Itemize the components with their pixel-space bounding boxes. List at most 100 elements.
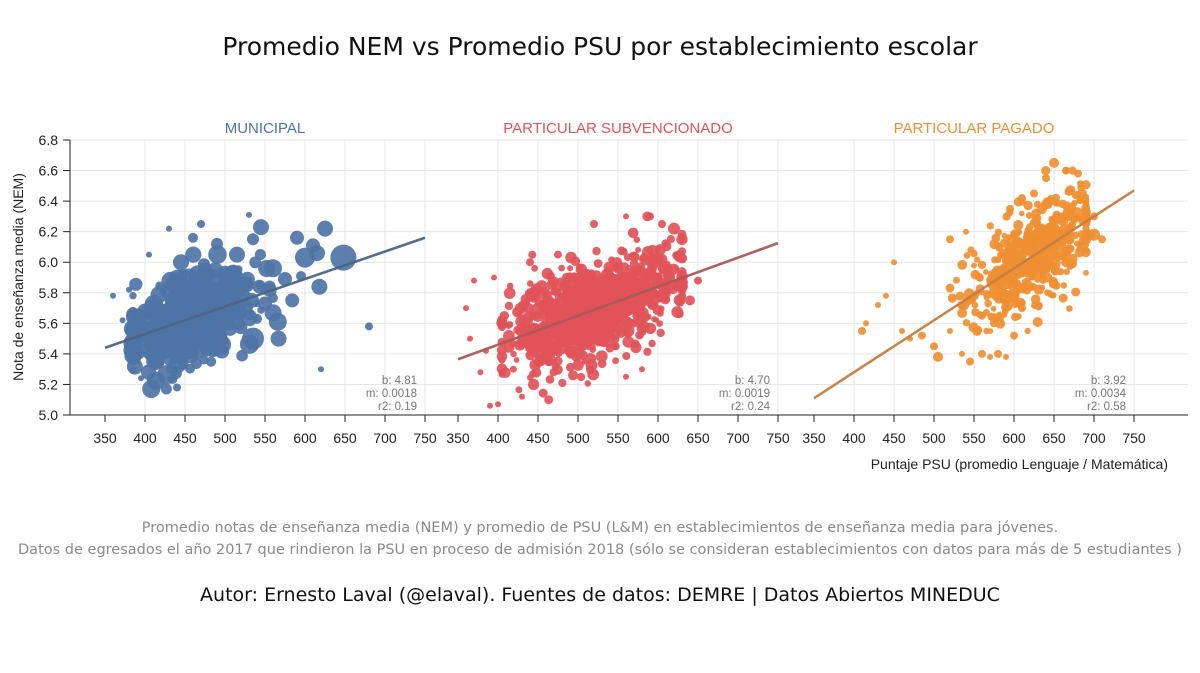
data-point — [987, 328, 994, 334]
data-point — [530, 346, 538, 354]
data-point — [1044, 289, 1051, 296]
regression-stat: m: 0.0034 — [1075, 388, 1127, 400]
data-point — [644, 292, 653, 302]
data-point — [930, 342, 938, 351]
data-point — [984, 299, 992, 308]
data-point — [278, 272, 292, 286]
x-tick-label: 600 — [1002, 430, 1026, 446]
data-point — [171, 351, 185, 365]
regression-stat: b: 3.92 — [1091, 375, 1126, 387]
data-point — [590, 220, 598, 228]
data-point — [1064, 187, 1073, 196]
data-point — [528, 378, 540, 391]
data-point — [1082, 201, 1090, 209]
data-point — [555, 330, 567, 341]
data-point — [1052, 210, 1062, 220]
data-point — [554, 250, 562, 259]
data-point — [258, 296, 272, 311]
data-point — [641, 281, 649, 289]
x-tick-label: 750 — [766, 430, 790, 446]
data-point — [1033, 284, 1044, 295]
data-point — [986, 222, 994, 230]
data-point — [677, 247, 687, 256]
data-point — [963, 228, 969, 235]
data-point — [1024, 327, 1031, 335]
data-point — [607, 291, 617, 300]
data-point — [214, 343, 230, 359]
x-tick-label: 500 — [566, 430, 590, 446]
data-point — [1006, 204, 1014, 213]
data-point — [242, 327, 264, 350]
data-point — [586, 269, 597, 279]
data-point — [990, 305, 997, 312]
data-point — [1031, 301, 1039, 309]
data-point — [983, 327, 990, 335]
data-point — [883, 292, 889, 299]
data-point — [646, 256, 658, 269]
data-point — [566, 334, 578, 346]
data-point — [1001, 311, 1008, 318]
regression-stat: r2: 0.24 — [731, 401, 771, 413]
data-point — [966, 357, 974, 366]
data-point — [891, 259, 897, 266]
scatter-chart: 5.0 5.2 5.4 5.6 5.8 6.0 6.2 6.4 6.6 6.8 350 400 450 5… — [10, 120, 1188, 472]
x-tick-label: 350 — [802, 430, 826, 446]
data-point — [1019, 210, 1025, 217]
data-point — [185, 246, 202, 263]
data-point — [1048, 278, 1059, 289]
data-point — [957, 308, 967, 318]
data-point — [538, 345, 546, 353]
data-point — [188, 232, 198, 243]
data-point — [497, 322, 507, 332]
data-point — [1030, 257, 1041, 268]
data-point — [576, 263, 583, 271]
data-point — [531, 322, 538, 330]
data-point — [556, 339, 564, 347]
data-point — [1081, 180, 1091, 190]
data-point — [643, 347, 652, 356]
data-point — [1016, 249, 1023, 256]
data-point — [899, 328, 905, 334]
data-point — [151, 351, 159, 360]
data-point — [875, 302, 881, 308]
data-point — [153, 305, 169, 321]
data-point — [290, 230, 304, 245]
data-point — [1000, 294, 1007, 301]
x-axis-title: Puntaje PSU (promedio Lenguaje / Matemát… — [871, 456, 1168, 472]
regression-stat: r2: 0.58 — [1087, 401, 1126, 413]
data-point — [129, 292, 137, 300]
data-point — [635, 330, 644, 340]
data-point — [580, 325, 588, 332]
data-point — [918, 331, 926, 340]
data-point — [612, 262, 624, 274]
data-point — [653, 290, 661, 297]
data-point — [1032, 317, 1043, 327]
data-point — [1085, 229, 1095, 240]
y-tick-label: 6.6 — [39, 163, 59, 179]
data-point — [656, 253, 668, 265]
data-point — [487, 402, 493, 409]
data-point — [1060, 282, 1068, 289]
data-point — [694, 276, 702, 285]
data-point — [1051, 266, 1059, 275]
data-point — [160, 383, 172, 395]
data-point — [978, 311, 986, 320]
data-point — [959, 350, 965, 357]
data-point — [563, 278, 575, 291]
x-tick-label: 400 — [842, 430, 866, 446]
data-point — [627, 227, 639, 239]
data-point — [1005, 278, 1013, 286]
data-point — [491, 274, 497, 281]
x-tick-label: 400 — [486, 430, 510, 446]
x-tick-label: 500 — [213, 430, 237, 446]
regression-line — [457, 241, 779, 361]
data-point — [612, 357, 619, 365]
data-point — [635, 246, 642, 253]
x-tick-label: 650 — [686, 430, 710, 446]
data-point — [668, 222, 680, 235]
data-point — [270, 330, 287, 347]
data-point — [1063, 268, 1071, 275]
x-tick-label: 550 — [962, 430, 986, 446]
data-point — [1037, 262, 1048, 273]
data-point — [198, 262, 212, 277]
